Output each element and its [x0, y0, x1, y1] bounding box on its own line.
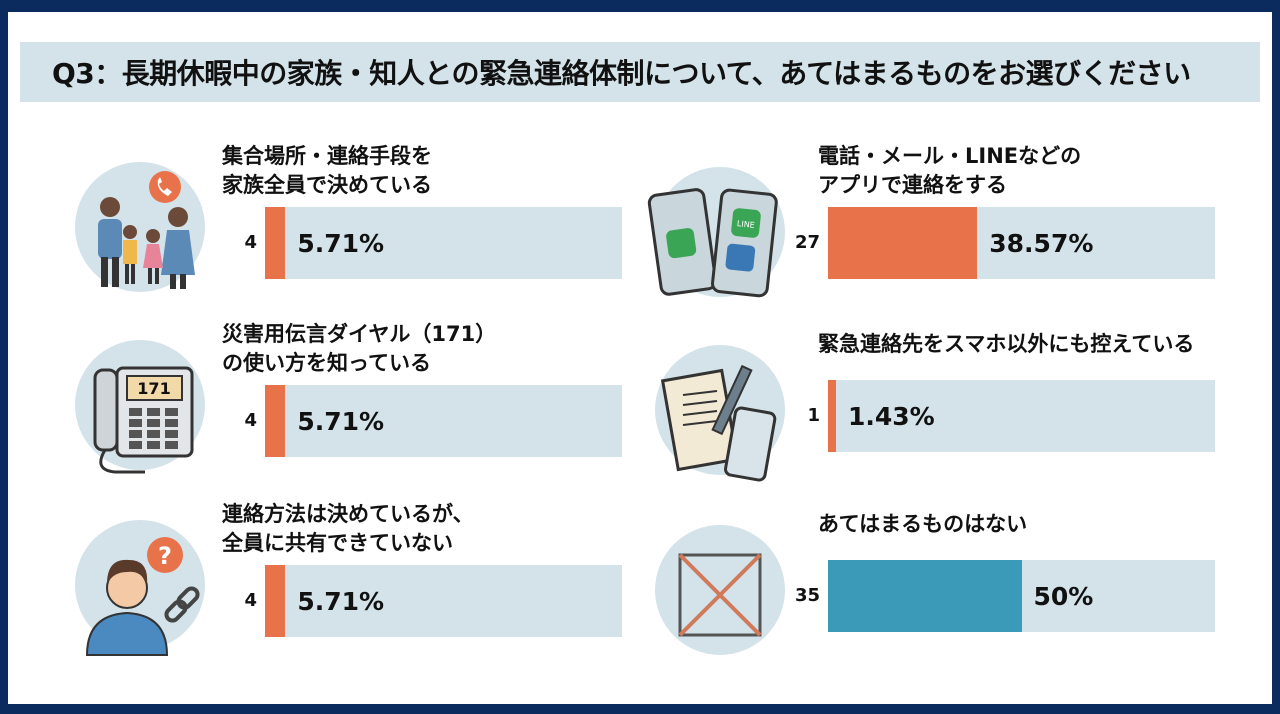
item-label: 集合場所・連絡手段を 家族全員で決めている: [222, 142, 432, 200]
bar-fill: [828, 207, 978, 279]
bar-track: 5.71%: [265, 565, 622, 637]
item-label-line: 災害用伝言ダイヤル（171）: [222, 322, 497, 346]
count-label: 4: [244, 590, 257, 611]
title-band: Q3：長期休暇中の家族・知人との緊急連絡体制について、あてはまるものをお選びくだ…: [20, 42, 1260, 102]
chart-item: 171 災害用伝言ダイヤル（171） の使い方を知っている 4 5.71%: [75, 320, 675, 474]
bar-track: 5.71%: [265, 207, 622, 279]
count-label: 27: [794, 232, 820, 253]
item-label-line: 連絡方法は決めているが、: [222, 502, 474, 526]
chart-item: ? 連絡方法は決めているが、 全員に共有できていない 4 5.71%: [75, 500, 675, 656]
percent-label: 5.71%: [297, 228, 385, 258]
smartphones-apps-icon: LINE: [647, 167, 785, 298]
item-label-line: 電話・メール・LINEなどの: [818, 144, 1082, 168]
family-phone-icon: [75, 162, 205, 292]
person-question-link-icon: ?: [75, 520, 205, 656]
chart-item: 集合場所・連絡手段を 家族全員で決めている 4 5.71%: [75, 142, 675, 292]
bar-fill: [265, 565, 286, 637]
count-label: 1: [807, 405, 820, 426]
item-label-line: 家族全員で決めている: [222, 173, 432, 197]
percent-label: 1.43%: [848, 401, 935, 431]
notebook-pen-phone-icon: [655, 345, 785, 482]
item-label: 緊急連絡先をスマホ以外にも控えている: [818, 330, 1194, 359]
bar-fill: [828, 560, 1022, 632]
chart-title: Q3：長期休暇中の家族・知人との緊急連絡体制について、あてはまるものをお選びくだ…: [52, 57, 1191, 90]
item-label-line: 全員に共有できていない: [222, 531, 453, 555]
chart-item: あてはまるものはない 35 50%: [655, 500, 1255, 655]
item-label-line: あてはまるものはない: [818, 512, 1028, 536]
item-label-line: 集合場所・連絡手段を: [222, 144, 432, 168]
cross-box-icon: [655, 525, 785, 655]
svg-text:?: ?: [158, 542, 172, 570]
bar-fill: [828, 380, 836, 452]
telephone-171-icon: 171: [75, 340, 205, 474]
count-label: 35: [794, 585, 820, 606]
item-label: 電話・メール・LINEなどの アプリで連絡をする: [818, 142, 1081, 200]
percent-label: 50%: [1033, 581, 1094, 611]
bar-fill: [265, 385, 286, 457]
svg-text:LINE: LINE: [736, 219, 755, 230]
bar-track: 5.71%: [265, 385, 622, 457]
bar-fill: [265, 207, 286, 279]
svg-text:171: 171: [137, 379, 170, 398]
item-label: 災害用伝言ダイヤル（171） の使い方を知っている: [222, 320, 496, 378]
percent-label: 38.57%: [989, 228, 1094, 258]
bar-track: 1.43%: [828, 380, 1215, 452]
percent-label: 5.71%: [297, 586, 385, 616]
chart-item: LINE 電話・メール・LINEなどの アプリで連絡をする 27 38.57%: [647, 142, 1255, 298]
bar-track: 38.57%: [828, 207, 1215, 279]
item-label-line: アプリで連絡をする: [818, 173, 1007, 197]
count-label: 4: [244, 232, 257, 253]
count-label: 4: [244, 410, 257, 431]
bar-track: 50%: [828, 560, 1215, 632]
item-label: あてはまるものはない: [818, 510, 1027, 539]
percent-label: 5.71%: [297, 406, 385, 436]
item-label-line: の使い方を知っている: [222, 351, 431, 375]
chart-item: 緊急連絡先をスマホ以外にも控えている 1 1.43%: [655, 320, 1255, 482]
item-label: 連絡方法は決めているが、 全員に共有できていない: [222, 500, 474, 558]
item-label-line: 緊急連絡先をスマホ以外にも控えている: [818, 332, 1195, 356]
